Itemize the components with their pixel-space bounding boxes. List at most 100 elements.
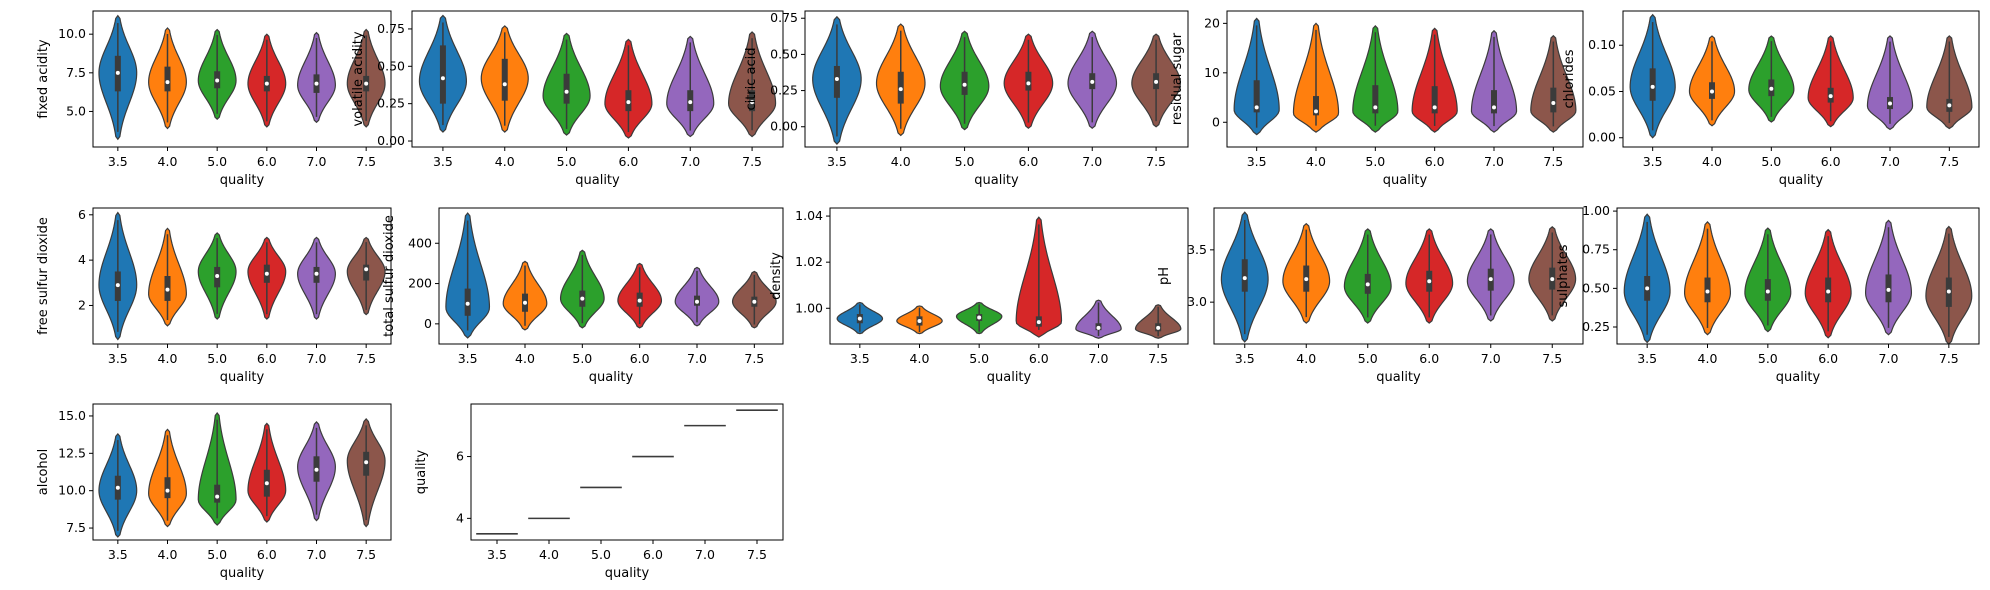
median-dot-7.5 <box>750 100 755 105</box>
median-dot-7.0 <box>1488 277 1493 282</box>
x-tick-label: 6.0 <box>257 154 277 169</box>
x-tick-label: 3.5 <box>1235 351 1255 366</box>
median-dot-4.0 <box>898 87 903 92</box>
x-tick-label: 7.0 <box>1089 351 1109 366</box>
panel-free-sulfur-dioxide: 2 4 6 3.5 4.0 5.0 6.0 7.0 7.5 quality free sulfur … <box>36 207 392 385</box>
x-tick-label: 4.0 <box>1296 351 1316 366</box>
median-dot-5.0 <box>580 296 585 301</box>
x-tick-label: 5.0 <box>969 351 989 366</box>
median-dot-5.0 <box>977 315 982 320</box>
median-dot-7.0 <box>314 81 319 86</box>
panel-density: 1.00 1.02 1.04 3.5 4.0 5.0 6.0 7.0 7.5 quality den… <box>769 207 1189 385</box>
x-tick-label: 7.0 <box>695 547 715 562</box>
x-tick-label: 5.0 <box>1358 351 1378 366</box>
y-axis-label: total sulfur dioxide <box>382 215 397 337</box>
median-dot-7.5 <box>364 267 369 272</box>
x-tick-label: 3.5 <box>458 351 478 366</box>
x-axis-label: quality <box>220 566 265 581</box>
axes-frame <box>829 207 1189 345</box>
iqr-box-3.5 <box>833 65 840 98</box>
x-axis-label: quality <box>220 173 265 188</box>
x-tick-label: 7.0 <box>1082 154 1102 169</box>
x-tick-label: 7.0 <box>307 154 327 169</box>
median-dot-4.0 <box>1705 289 1710 294</box>
x-tick-label: 6.0 <box>257 547 277 562</box>
panel-fixed-acidity: 5.0 7.5 10.0 3.5 4.0 5.0 6.0 7.0 7.5 quality fixed… <box>36 10 392 188</box>
y-tick-label: 7.5 <box>66 65 86 80</box>
median-dot-5.0 <box>962 82 967 87</box>
median-dot-6.0 <box>626 100 631 105</box>
x-tick-label: 3.5 <box>850 351 870 366</box>
median-dot-4.0 <box>1710 89 1714 94</box>
x-tick-label: 5.0 <box>207 547 227 562</box>
y-tick-label: 4 <box>78 252 86 267</box>
panel-sulphates: 0.25 0.50 0.75 1.00 3.5 4.0 5.0 6.0 7.0 7.5 qualit… <box>1556 203 1980 385</box>
median-dot-7.5 <box>1551 100 1556 105</box>
x-axis-label: quality <box>220 370 265 385</box>
median-dot-4.0 <box>1314 109 1318 114</box>
y-tick-label: 6 <box>456 449 464 464</box>
x-tick-label: 7.0 <box>307 547 327 562</box>
x-tick-label: 4.0 <box>910 351 930 366</box>
x-tick-label: 7.5 <box>1542 351 1562 366</box>
iqr-box-3.5 <box>1649 68 1656 101</box>
x-tick-label: 4.0 <box>539 547 559 562</box>
y-axis-label: sulphates <box>1556 244 1571 307</box>
iqr-box-5.0 <box>214 484 221 503</box>
median-dot-3.5 <box>440 76 445 81</box>
y-tick-label: 0.00 <box>1588 130 1616 145</box>
iqr-box-5.0 <box>563 73 570 104</box>
x-tick-label: 5.0 <box>207 351 227 366</box>
x-tick-label: 7.5 <box>742 154 762 169</box>
x-tick-label: 7.5 <box>747 547 767 562</box>
y-tick-label: 3.0 <box>1187 294 1207 309</box>
axes-frame <box>1616 207 1980 345</box>
x-tick-label: 3.5 <box>1247 154 1267 169</box>
median-dot-4.0 <box>523 300 527 305</box>
panel-alcohol: 7.5 10.0 12.5 15.0 3.5 4.0 5.0 6.0 7.0 7.5 quality… <box>36 403 392 581</box>
x-tick-label: 3.5 <box>1637 351 1657 366</box>
median-dot-6.0 <box>1828 94 1833 99</box>
x-tick-label: 7.0 <box>1481 351 1501 366</box>
median-dot-4.0 <box>165 488 170 493</box>
y-tick-label: 0.50 <box>770 46 798 61</box>
y-tick-label: 1.00 <box>1582 203 1610 218</box>
axes-frame <box>92 403 392 541</box>
x-tick-label: 4.0 <box>891 154 911 169</box>
y-tick-label: 400 <box>408 235 432 250</box>
median-dot-7.5 <box>752 299 757 304</box>
x-tick-label: 7.0 <box>307 351 327 366</box>
x-axis-label: quality <box>605 566 650 581</box>
y-tick-label: 0.75 <box>377 21 405 36</box>
median-dot-4.0 <box>502 82 507 87</box>
x-tick-label: 7.5 <box>1939 154 1959 169</box>
median-dot-3.5 <box>1254 105 1259 110</box>
median-dot-7.0 <box>1888 101 1892 106</box>
x-tick-label: 7.0 <box>687 351 707 366</box>
median-dot-3.5 <box>1242 276 1247 281</box>
median-dot-4.0 <box>917 318 922 323</box>
y-axis-label: volatile acidity <box>351 31 366 126</box>
median-dot-7.0 <box>1886 287 1891 292</box>
median-dot-7.0 <box>688 100 693 105</box>
panel-volatile-acidity: 0.00 0.25 0.50 0.75 3.5 4.0 5.0 6.0 7.0 7.5 qualit… <box>351 10 784 188</box>
x-axis-label: quality <box>1376 370 1421 385</box>
axes-frame <box>804 10 1189 148</box>
axes-frame <box>92 10 392 148</box>
median-dot-6.0 <box>264 481 269 486</box>
median-dot-7.0 <box>1492 105 1496 110</box>
median-dot-7.5 <box>364 81 369 86</box>
y-tick-label: 0.75 <box>1582 242 1610 257</box>
iqr-box-3.5 <box>1253 80 1260 113</box>
median-dot-7.5 <box>1156 325 1161 330</box>
y-tick-label: 6 <box>78 207 86 222</box>
x-tick-label: 7.5 <box>1939 351 1959 366</box>
x-tick-label: 5.0 <box>1761 154 1781 169</box>
axes-frame <box>470 403 784 541</box>
iqr-box-5.0 <box>1372 85 1379 114</box>
x-tick-label: 5.0 <box>955 154 975 169</box>
x-axis-label: quality <box>1776 370 1821 385</box>
y-axis-label: chlorides <box>1562 49 1577 108</box>
y-tick-label: 4 <box>456 510 464 525</box>
x-tick-label: 3.5 <box>108 351 128 366</box>
